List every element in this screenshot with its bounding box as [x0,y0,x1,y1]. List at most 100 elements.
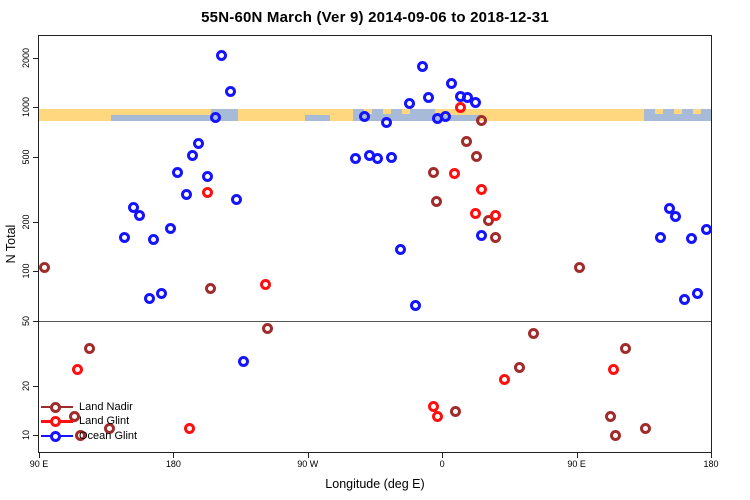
data-point-ocean-glint [127,201,139,213]
data-point-land-nadir [574,262,586,274]
x-axis-tick [711,453,712,458]
x-axis-tick [173,453,175,458]
y-axis-tick-label: 2000 [21,47,31,68]
y-axis-tick-label: 200 [21,214,31,230]
y-axis-tick [33,57,38,59]
data-point-ocean-glint [692,288,704,300]
map-band-segment-land [39,109,111,121]
data-point-ocean-glint [181,188,193,200]
data-point-land-glint [184,422,196,434]
data-point-ocean-glint [144,293,155,305]
data-point-land-nadir [450,405,462,417]
world-map-band [39,109,711,121]
data-point-land-nadir [84,342,96,354]
x-axis-tick-label: 90 E [567,459,586,469]
y-axis-tick [33,385,38,387]
x-axis-tick [39,453,40,458]
data-point-land-nadir [69,411,81,423]
data-point-land-glint [608,364,620,376]
legend: Land Nadir Land Glint Ocean Glint [41,400,137,444]
y-axis-title: N Total [4,224,18,264]
data-point-land-glint [469,207,481,219]
data-point-land-nadir [205,282,217,294]
data-point-ocean-glint [423,91,435,103]
legend-marker-circle-icon [50,416,61,428]
legend-marker [41,430,73,442]
data-point-ocean-glint [172,167,184,178]
data-point-ocean-glint [350,153,362,165]
map-band-segment-land [237,109,305,121]
data-point-land-glint [72,364,84,376]
data-point-land-glint [454,101,466,113]
data-point-ocean-glint [678,294,690,306]
map-band-segment-mixed [110,109,211,121]
data-point-land-glint [260,279,272,290]
data-point-ocean-glint [701,223,713,235]
data-point-land-nadir [639,422,651,434]
y-axis-tick-label: 20 [21,380,31,391]
map-band-segment-ocean_spots [643,109,711,121]
data-point-ocean-glint [432,113,444,125]
legend-marker [41,416,73,428]
plot-area: Land Nadir Land Glint Ocean Glint [38,35,713,453]
data-point-ocean-glint [372,152,384,164]
data-point-ocean-glint [381,117,393,129]
legend-marker-circle-icon [50,401,61,413]
chart-title: 55N-60N March (Ver 9) 2014-09-06 to 2018… [201,9,549,26]
data-point-ocean-glint [663,202,675,214]
data-point-land-nadir [39,262,51,274]
data-point-ocean-glint [215,49,227,61]
data-point-ocean-glint [193,138,205,150]
data-point-land-nadir [427,167,439,178]
data-point-land-nadir [527,327,539,339]
data-point-ocean-glint [385,151,397,163]
data-point-land-nadir [609,429,621,441]
data-point-ocean-glint [148,234,160,246]
map-band-segment-mixed [304,109,331,121]
x-axis-tick-label: 0 [439,459,445,469]
data-point-ocean-glint [164,223,176,235]
x-axis-tick-label: 90 E [29,459,49,469]
y-axis-tick-label: 10 [21,430,31,441]
x-axis-title: Longitude (deg E) [325,477,425,491]
data-point-land-nadir [490,232,502,244]
reference-line-50 [39,320,711,322]
data-point-land-glint [490,209,502,221]
x-axis-tick-label: 90 W [297,459,319,469]
map-band-segment-ocean [412,109,435,121]
map-band-segment-ocean [210,109,238,121]
x-axis-tick [442,453,444,458]
data-point-ocean-glint [686,232,698,244]
y-axis-tick [33,221,38,223]
y-axis-tick-label: 1000 [21,97,31,118]
legend-item-land-glint: Land Glint [41,415,137,430]
y-axis-tick-label: 100 [21,263,31,279]
x-axis-tick [307,453,309,458]
data-point-ocean-glint [155,288,167,300]
x-axis-tick-label: 180 [703,459,719,469]
data-point-ocean-glint [133,209,145,221]
data-point-ocean-glint [409,299,421,311]
map-band-segment-land [479,109,644,121]
legend-label: Land Glint [79,415,130,428]
data-point-land-nadir [430,196,442,208]
y-axis-tick [33,271,38,273]
legend-label: Land Nadir [79,400,133,413]
map-band-segment-land [330,109,353,121]
data-point-land-nadir [103,422,115,434]
data-point-ocean-glint [230,193,242,205]
legend-item-land-nadir: Land Nadir [41,400,137,415]
data-point-ocean-glint [202,170,214,182]
y-axis-tick [33,435,38,437]
data-point-ocean-glint [209,111,221,123]
data-point-land-nadir [620,342,632,354]
data-point-land-glint [427,400,439,412]
x-axis-tick-label: 180 [165,459,181,469]
x-axis-tick [576,453,578,458]
data-point-ocean-glint [187,149,199,161]
data-point-land-nadir [75,429,87,441]
y-axis-tick [33,320,38,322]
data-point-land-nadir [475,114,487,126]
data-point-ocean-glint [475,230,487,242]
